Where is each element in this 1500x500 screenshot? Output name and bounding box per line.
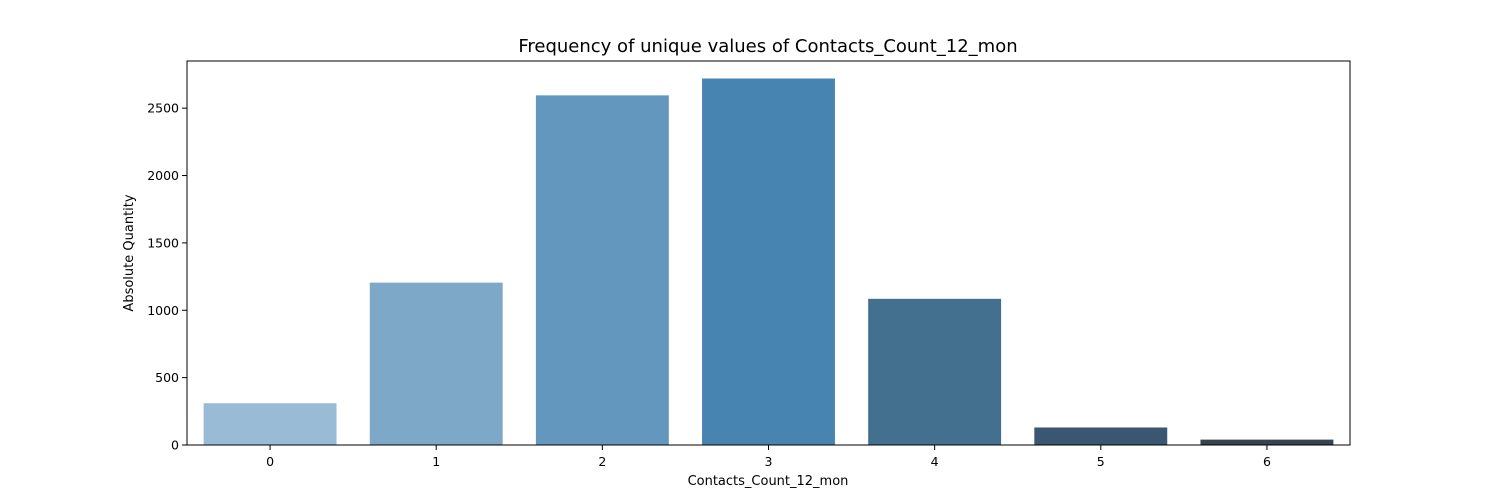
- x-tick-label-6: 6: [1263, 454, 1271, 469]
- x-axis-label: Contacts_Count_12_mon: [688, 474, 849, 489]
- y-tick-label-500: 500: [155, 370, 179, 385]
- y-axis-label: Absolute Quantity: [122, 194, 137, 311]
- x-tick-label-0: 0: [266, 454, 274, 469]
- x-tick-label-5: 5: [1097, 454, 1105, 469]
- bar-6: [1200, 439, 1334, 445]
- bar-1: [369, 282, 503, 445]
- bar-3: [702, 78, 835, 445]
- x-axis: 0 1 2 3 4 5 6: [266, 445, 1271, 469]
- bar-4: [868, 298, 1002, 445]
- y-tick-label-0: 0: [171, 438, 179, 453]
- chart-title: Frequency of unique values of Contacts_C…: [518, 36, 1017, 57]
- bars-group: [203, 78, 1334, 445]
- y-tick-label-2000: 2000: [147, 168, 179, 183]
- y-tick-label-2500: 2500: [147, 101, 179, 116]
- y-tick-label-1000: 1000: [147, 303, 179, 318]
- x-tick-label-4: 4: [931, 454, 939, 469]
- plot-frame: [186, 60, 1351, 446]
- x-tick-label-1: 1: [432, 454, 440, 469]
- y-tick-label-1500: 1500: [147, 235, 179, 250]
- x-tick-label-2: 2: [598, 454, 606, 469]
- bar-5: [1034, 427, 1168, 445]
- bar-2: [535, 95, 669, 445]
- bar-0: [203, 403, 337, 445]
- y-axis: 0 500 1000 1500 2000 2500: [147, 101, 187, 453]
- x-tick-label-3: 3: [765, 454, 773, 469]
